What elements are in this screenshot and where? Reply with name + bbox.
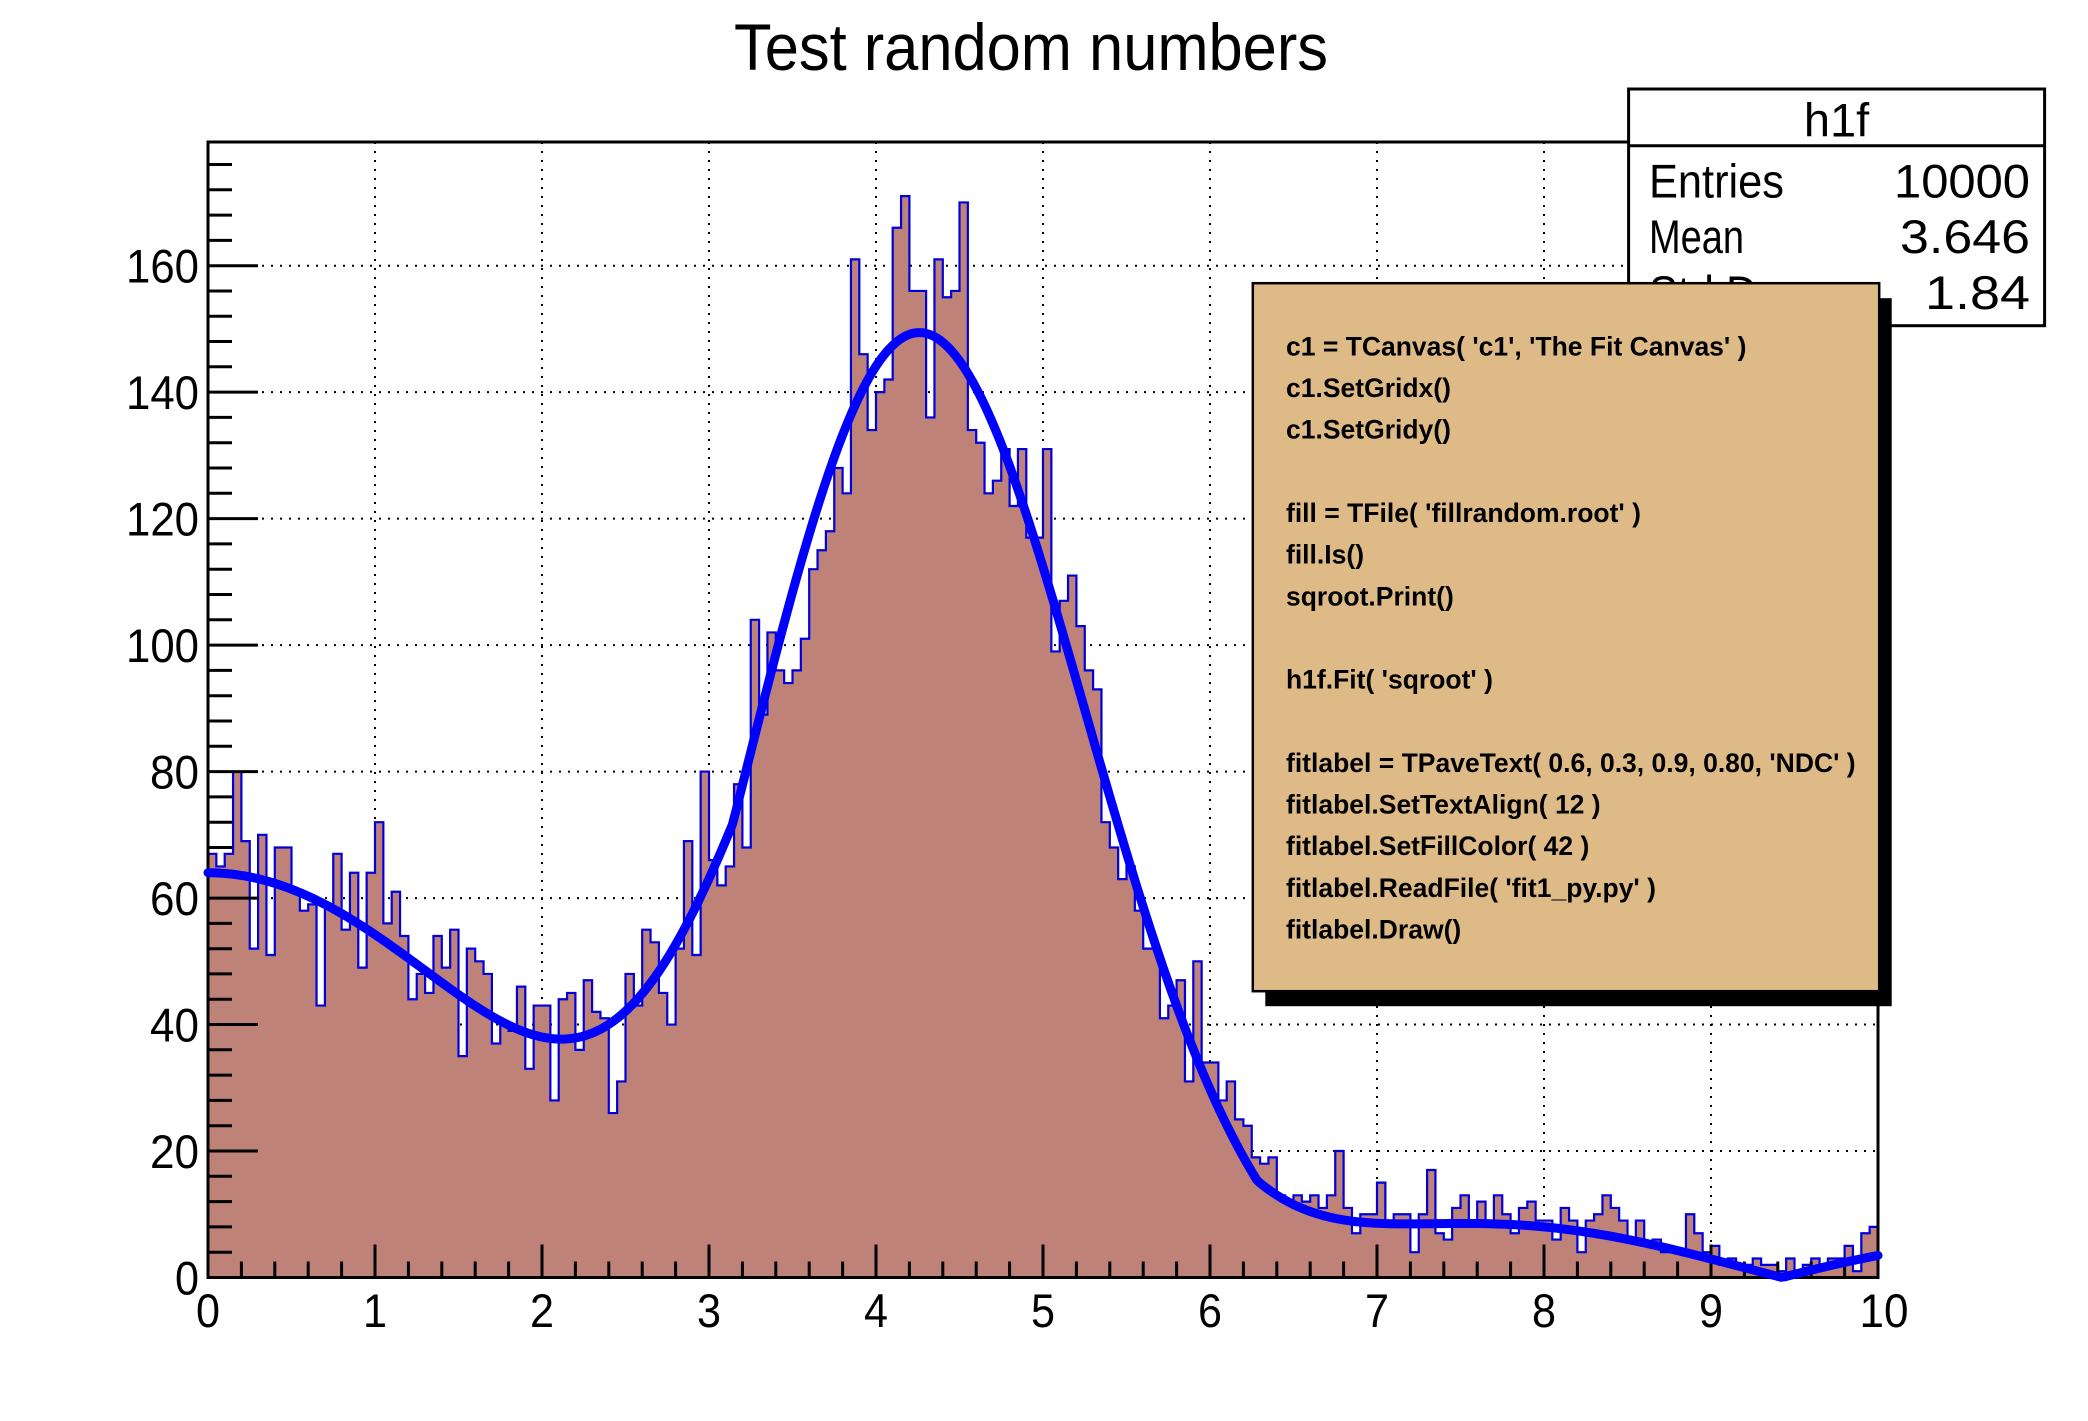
svg-text:fitlabel.Draw(): fitlabel.Draw(): [1286, 914, 1461, 944]
svg-text:9: 9: [1699, 1285, 1723, 1338]
svg-text:7: 7: [1365, 1285, 1389, 1338]
svg-text:8: 8: [1532, 1285, 1556, 1338]
svg-text:40: 40: [150, 1000, 199, 1053]
svg-text:60: 60: [150, 873, 199, 926]
svg-text:h1f.Fit( 'sqroot' ): h1f.Fit( 'sqroot' ): [1286, 665, 1493, 695]
svg-text:0: 0: [175, 1253, 199, 1306]
svg-text:140: 140: [126, 367, 199, 420]
svg-text:fitlabel = TPaveText( 0.6, 0.3: fitlabel = TPaveText( 0.6, 0.3, 0.9, 0.8…: [1286, 748, 1856, 778]
svg-text:2: 2: [530, 1285, 554, 1338]
svg-text:4: 4: [864, 1285, 888, 1338]
svg-text:fitlabel.ReadFile( 'fit1_py.py: fitlabel.ReadFile( 'fit1_py.py' ): [1286, 873, 1656, 903]
svg-text:3: 3: [697, 1285, 721, 1338]
svg-text:fitlabel.SetTextAlign( 12 ): fitlabel.SetTextAlign( 12 ): [1286, 790, 1601, 820]
svg-text:h1f: h1f: [1804, 94, 1870, 147]
svg-text:6: 6: [1198, 1285, 1222, 1338]
svg-text:20: 20: [150, 1126, 199, 1179]
svg-text:10: 10: [1860, 1285, 1909, 1338]
svg-text:c1 = TCanvas( 'c1', 'The Fit C: c1 = TCanvas( 'c1', 'The Fit Canvas' ): [1286, 331, 1746, 361]
svg-text:5: 5: [1031, 1285, 1055, 1338]
svg-text:0: 0: [196, 1285, 220, 1338]
svg-text:3.646: 3.646: [1900, 210, 2030, 263]
svg-text:160: 160: [126, 241, 199, 294]
svg-text:1.84: 1.84: [1925, 266, 2030, 319]
svg-text:Mean: Mean: [1649, 210, 1744, 263]
svg-text:10000: 10000: [1894, 154, 2030, 207]
svg-text:Entries: Entries: [1649, 154, 1784, 207]
svg-text:c1.SetGridy(): c1.SetGridy(): [1286, 415, 1451, 445]
svg-text:fitlabel.SetFillColor( 42 ): fitlabel.SetFillColor( 42 ): [1286, 831, 1589, 861]
svg-text:sqroot.Print(): sqroot.Print(): [1286, 581, 1454, 611]
svg-text:1: 1: [363, 1285, 387, 1338]
svg-text:100: 100: [126, 620, 199, 673]
svg-text:Test random numbers: Test random numbers: [734, 10, 1328, 84]
svg-text:fill = TFile( 'fillrandom.root: fill = TFile( 'fillrandom.root' ): [1286, 498, 1641, 528]
svg-text:80: 80: [150, 747, 199, 800]
svg-text:fill.Is(): fill.Is(): [1286, 540, 1364, 570]
svg-text:c1.SetGridx(): c1.SetGridx(): [1286, 373, 1451, 403]
svg-text:120: 120: [126, 494, 199, 547]
